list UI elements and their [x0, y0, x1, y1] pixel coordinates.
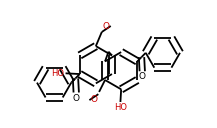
- Text: O: O: [139, 72, 146, 81]
- Text: O: O: [73, 94, 80, 103]
- Text: O: O: [90, 95, 97, 104]
- Text: O: O: [103, 22, 110, 31]
- Text: HO: HO: [114, 103, 127, 113]
- Text: HO: HO: [51, 69, 64, 78]
